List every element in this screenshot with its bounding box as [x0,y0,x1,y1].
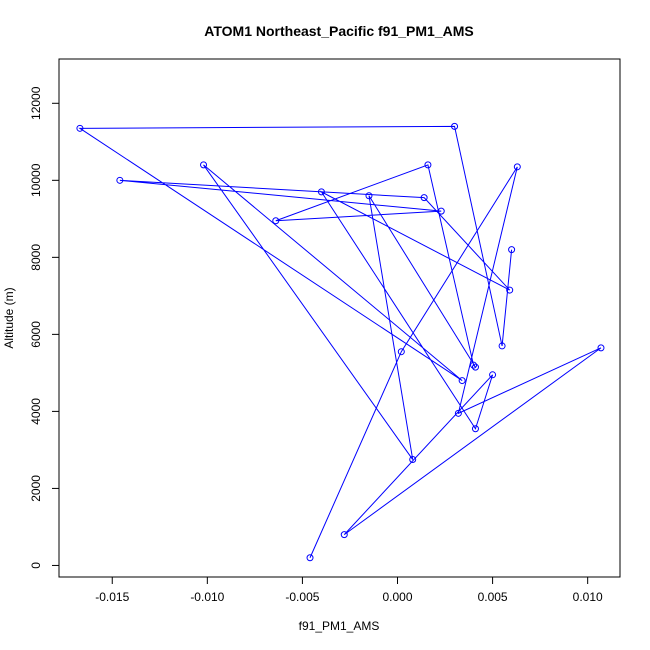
data-point [471,425,479,433]
x-tick-label: -0.015 [95,590,129,604]
y-axis-label: Altitude (m) [2,287,16,348]
data-point [424,161,432,169]
x-axis: -0.015 -0.010 -0.005 0.000 0.005 0.010 [95,576,603,604]
x-tick-label: 0.010 [573,590,603,604]
data-point [454,409,462,417]
data-point [365,192,373,200]
x-tick-label: -0.005 [285,590,319,604]
data-point [508,246,516,254]
data-point [451,122,459,130]
data-point [76,124,84,132]
data-point [397,348,405,356]
series-layer [76,122,605,562]
chart-title: ATOM1 Northeast_Pacific f91_PM1_AMS [204,23,473,39]
data-point [116,176,124,184]
data-point [471,363,479,371]
data-point [458,377,466,385]
data-point [437,207,445,215]
y-axis: 0 2000 4000 6000 8000 10000 12000 [29,86,60,569]
series-line [78,125,602,558]
x-tick-label: 0.005 [478,590,508,604]
y-tick-label: 10000 [29,163,43,197]
data-point [409,456,417,464]
data-point [200,161,208,169]
data-point [597,344,605,352]
y-tick-label: 0 [29,562,43,569]
data-point [513,163,521,171]
x-axis-label: f91_PM1_AMS [299,619,380,633]
data-point [498,342,506,350]
data-point [420,194,428,202]
data-point [489,371,497,379]
y-tick-label: 12000 [29,86,43,120]
x-tick-label: -0.010 [190,590,224,604]
data-point [272,217,280,225]
y-tick-label: 6000 [29,321,43,348]
x-tick-label: 0.000 [382,590,412,604]
data-point [306,554,314,562]
y-tick-label: 4000 [29,398,43,425]
data-point [340,531,348,539]
y-tick-label: 2000 [29,475,43,502]
y-tick-label: 8000 [29,244,43,271]
data-point [317,188,325,196]
plot-area-frame [58,58,621,578]
data-point [506,286,514,294]
data-point [470,361,478,369]
